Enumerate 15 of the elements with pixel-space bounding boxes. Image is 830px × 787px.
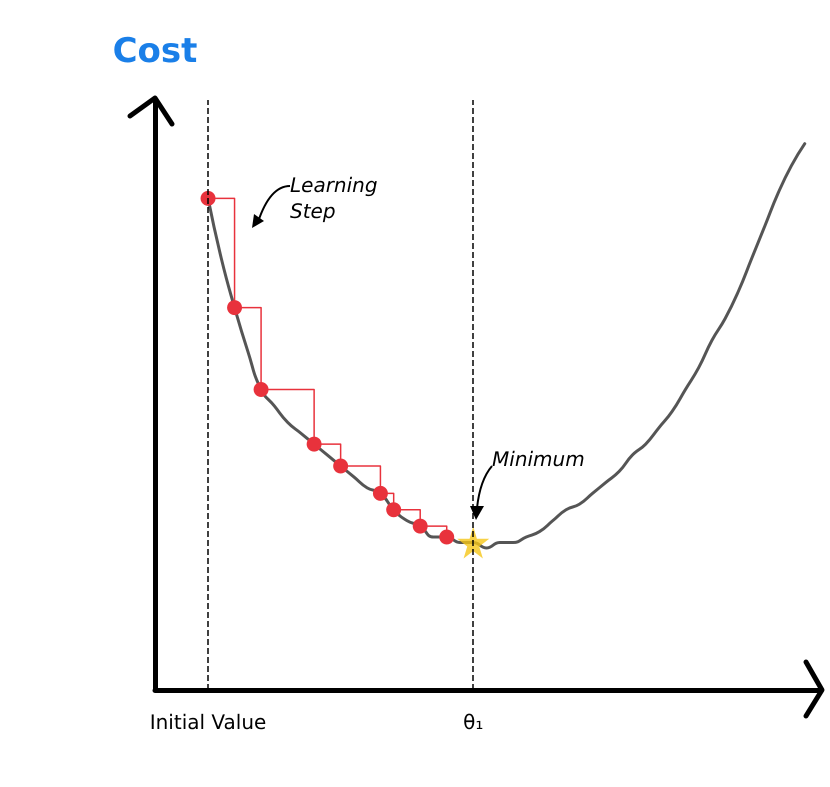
point: [439, 530, 454, 545]
point: [254, 382, 269, 398]
point: [200, 190, 216, 206]
point: [386, 502, 402, 518]
y-axis-title: Cost: [112, 31, 198, 71]
point: [412, 518, 428, 534]
annotation: Learning Step: [290, 173, 378, 223]
point: [333, 458, 348, 474]
point: [227, 300, 242, 316]
annotation: Minimum: [492, 447, 585, 471]
point: [306, 436, 322, 452]
x-tick-label: Initial Value: [150, 710, 266, 734]
point: [372, 486, 388, 501]
point: [457, 526, 490, 558]
x-tick-label: θ₁: [463, 710, 484, 734]
